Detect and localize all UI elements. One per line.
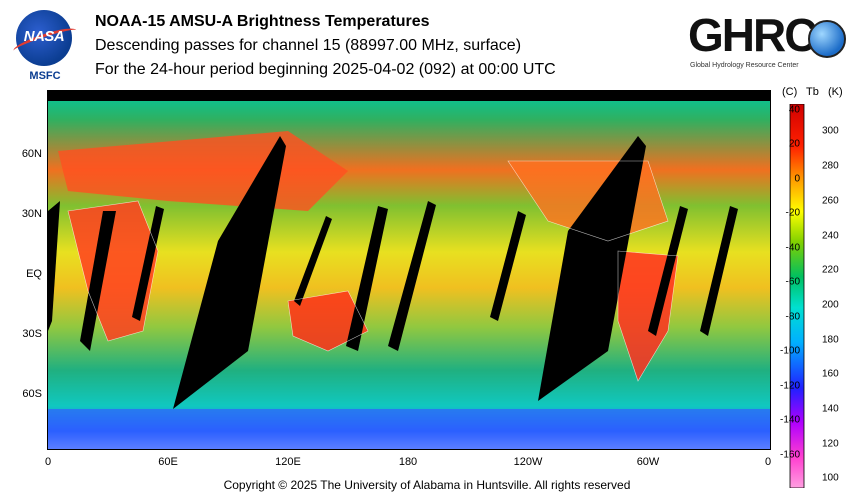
swath-gap-7 (388, 201, 436, 351)
colorbar-celsius-tick: -20 (785, 207, 800, 219)
page-title: NOAA-15 AMSU-A Brightness Temperatures (95, 13, 430, 30)
colorbar-celsius-tick: -60 (785, 276, 800, 288)
lon-label-60w: 60W (636, 456, 660, 468)
nasa-meatball-icon (16, 10, 72, 66)
swath-gap-3 (132, 206, 164, 321)
swath-gap-2 (80, 211, 116, 351)
colorbar-kelvin-tick: 100 (822, 472, 839, 484)
nasa-logo: NASA MSFC (8, 8, 80, 88)
south-polar-band (48, 409, 770, 449)
colorbar-header-kelvin: (K) (828, 86, 843, 98)
colorbar-celsius-tick: 20 (788, 138, 800, 150)
colorbar (789, 104, 805, 488)
coastline-south-america (617, 250, 679, 382)
coastline-australia (287, 290, 369, 352)
msfc-label: MSFC (29, 70, 61, 82)
lat-label-30s: 30S (22, 328, 42, 340)
ghrc-logo: GHRC Global Hydrology Resource Center (688, 8, 848, 78)
lon-label-0-right: 0 (764, 456, 772, 468)
australia-region (288, 291, 368, 351)
lat-label-60s: 60S (22, 388, 42, 400)
lat-label-30n: 30N (21, 208, 42, 220)
swath-gap-6 (346, 206, 388, 351)
colorbar-kelvin-tick: 280 (822, 160, 839, 172)
coastline-africa (67, 200, 159, 342)
colorbar-celsius-tick: -140 (779, 414, 800, 426)
swath-gap-10 (648, 206, 688, 336)
swath-gap-1 (48, 201, 60, 331)
colorbar-celsius-tick: -40 (785, 242, 800, 254)
map-top-band (48, 91, 770, 101)
colorbar-kelvin-tick: 200 (822, 299, 839, 311)
colorbar-kelvin-tick: 120 (822, 438, 839, 450)
colorbar-fill (789, 104, 805, 488)
swath-gap-11 (700, 206, 738, 336)
lat-label-eq: EQ (26, 268, 42, 280)
colorbar-header-celsius: (C) (782, 86, 798, 98)
map-svg (48, 91, 770, 449)
colorbar-celsius-tick: -120 (779, 380, 800, 392)
lon-label-60e: 60E (158, 456, 178, 468)
colorbar-kelvin-tick: 240 (822, 230, 839, 242)
colorbar-kelvin-tick: 180 (822, 334, 839, 346)
colorbar-celsius-tick: 0 (794, 173, 800, 185)
colorbar-kelvin-tick: 300 (822, 125, 839, 137)
colorbar-kelvin-tick: 160 (822, 368, 839, 380)
colorbar-celsius-tick: -80 (785, 311, 800, 323)
colorbar-celsius-tick: -160 (779, 449, 800, 461)
title-block: NOAA-15 AMSU-A Brightness Temperatures D… (95, 10, 556, 82)
lon-label-120e: 120E (275, 456, 301, 468)
lon-label-180: 180 (398, 456, 418, 468)
colorbar-kelvin-tick: 260 (822, 195, 839, 207)
swath-gap-4 (173, 136, 286, 409)
swath-gap-9 (538, 136, 646, 401)
colorbar-kelvin-tick: 220 (822, 264, 839, 276)
colorbar-header-tb: Tb (806, 86, 819, 98)
copyright-footer: Copyright © 2025 The University of Alaba… (223, 478, 631, 492)
ghrc-logo-text: GHRC (688, 9, 817, 61)
ghrc-logo-subtitle: Global Hydrology Resource Center (690, 62, 799, 69)
colorbar-kelvin-tick: 140 (822, 403, 839, 415)
swath-gap-5 (294, 216, 332, 306)
globe-icon (808, 20, 846, 58)
brightness-temperature-map (47, 90, 771, 450)
swath-gap-8 (490, 211, 526, 321)
lon-label-120w: 120W (513, 456, 543, 468)
colorbar-celsius-tick: -100 (779, 345, 800, 357)
lat-label-60n: 60N (21, 148, 42, 160)
lon-label-0-left: 0 (44, 456, 52, 468)
subtitle-period: For the 24-hour period beginning 2025-04… (95, 61, 556, 78)
subtitle-channel: Descending passes for channel 15 (88997.… (95, 37, 522, 54)
nasa-logo-text: NASA (23, 28, 65, 45)
coastline-north-america (507, 160, 669, 242)
colorbar-celsius-tick: 40 (788, 104, 800, 116)
